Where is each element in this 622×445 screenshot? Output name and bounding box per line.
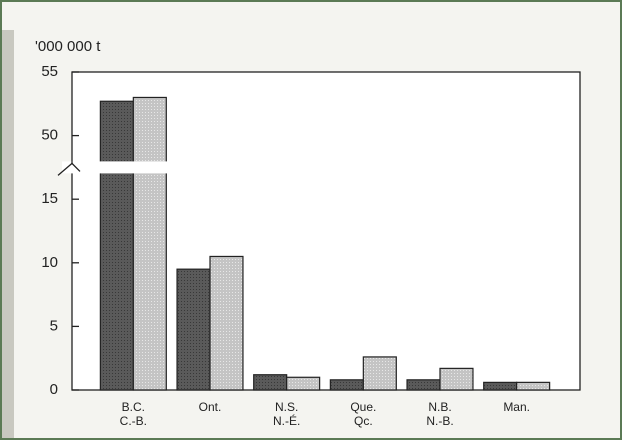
x-tick-label: B.C. [122,400,145,414]
bar [176,268,211,391]
y-tick-label: 50 [41,127,58,144]
y-tick-label: 55 [41,63,58,80]
x-tick-label: Que. [350,400,376,414]
x-tick-label: Ont. [199,400,222,414]
x-tick-label: N.B. [428,400,451,414]
axis-break-gap [62,161,569,174]
x-tick-label: N.-B. [426,414,453,428]
x-tick-label: Man. [503,400,530,414]
bar [516,381,551,391]
x-tick-label: C.-B. [120,414,147,428]
bar [286,376,321,391]
y-unit-label: '000 000 t [35,38,101,55]
bar [329,379,364,391]
y-tick-label: 0 [50,381,58,398]
x-tick-label: N.-É. [273,413,300,428]
y-tick-label: 5 [50,317,58,334]
bar [132,96,167,391]
x-tick-label: Qc. [354,414,373,428]
bar [99,100,134,391]
left-strip [0,30,14,440]
bar [209,255,244,391]
bar [439,367,474,391]
bar [253,374,288,391]
y-tick-label: 15 [41,190,58,207]
bar [483,381,518,391]
bar [362,356,397,391]
y-tick-label: 10 [41,254,58,271]
bar [406,379,441,391]
x-tick-label: N.S. [275,400,298,414]
